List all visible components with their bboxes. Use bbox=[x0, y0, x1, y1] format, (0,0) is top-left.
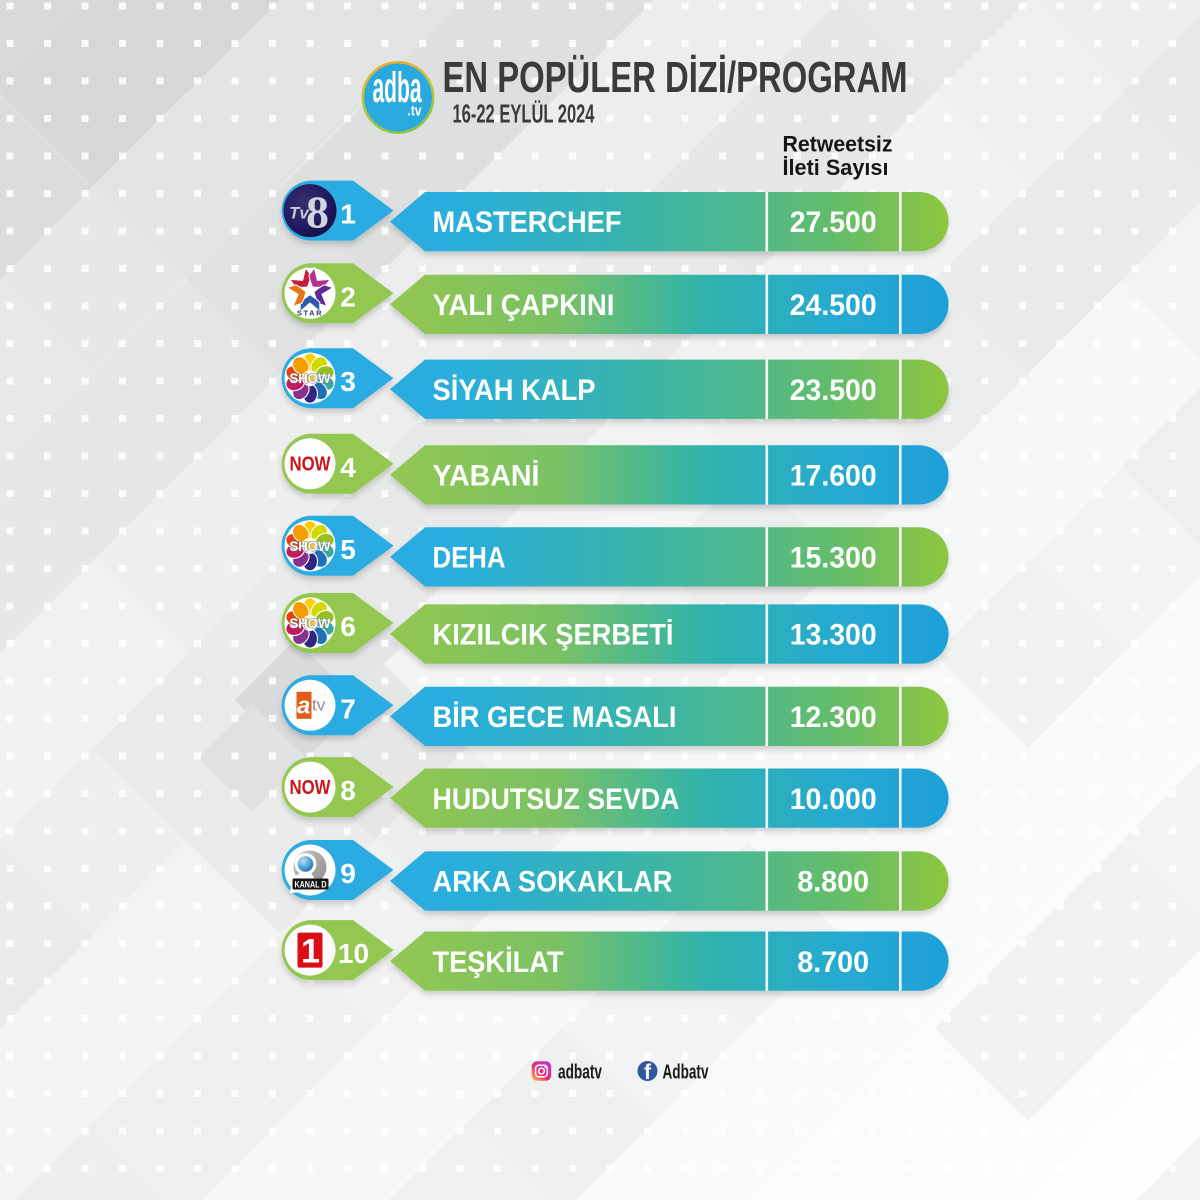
svg-text:1: 1 bbox=[301, 933, 320, 971]
svg-text:1: 1 bbox=[340, 199, 356, 230]
svg-text:4: 4 bbox=[340, 452, 356, 483]
svg-text:HUDUTSUZ SEVDA: HUDUTSUZ SEVDA bbox=[433, 783, 680, 816]
svg-text:17.600: 17.600 bbox=[790, 459, 877, 492]
svg-text:.tv: .tv bbox=[408, 103, 423, 120]
svg-text:9: 9 bbox=[340, 858, 356, 889]
svg-text:8.800: 8.800 bbox=[797, 866, 869, 899]
svg-text:24.500: 24.500 bbox=[790, 289, 877, 322]
svg-text:SHOW: SHOW bbox=[290, 539, 331, 554]
svg-text:Tv: Tv bbox=[289, 204, 310, 223]
svg-text:İleti Sayısı: İleti Sayısı bbox=[783, 155, 889, 180]
svg-text:27.500: 27.500 bbox=[790, 206, 877, 239]
svg-text:SHOW: SHOW bbox=[290, 371, 331, 386]
svg-text:NOW: NOW bbox=[290, 454, 331, 476]
svg-text:3: 3 bbox=[340, 366, 356, 397]
svg-text:12.300: 12.300 bbox=[790, 701, 877, 734]
svg-text:tv: tv bbox=[312, 695, 326, 714]
svg-text:8: 8 bbox=[306, 187, 329, 238]
svg-text:Retweetsiz: Retweetsiz bbox=[783, 132, 893, 157]
svg-text:adba: adba bbox=[373, 64, 423, 112]
svg-text:adbatv: adbatv bbox=[558, 1062, 603, 1084]
svg-text:2: 2 bbox=[340, 281, 356, 312]
svg-text:13.300: 13.300 bbox=[790, 619, 877, 652]
svg-text:YALI ÇAPKINI: YALI ÇAPKINI bbox=[433, 289, 615, 322]
svg-text:SİYAH KALP: SİYAH KALP bbox=[433, 374, 596, 407]
svg-text:TEŞKİLAT: TEŞKİLAT bbox=[433, 946, 564, 979]
svg-text:23.500: 23.500 bbox=[790, 374, 877, 407]
svg-text:16-22 EYLÜL 2024: 16-22 EYLÜL 2024 bbox=[453, 99, 595, 129]
svg-text:DEHA: DEHA bbox=[433, 542, 506, 575]
svg-text:MASTERCHEF: MASTERCHEF bbox=[433, 206, 622, 239]
svg-text:BİR GECE MASALI: BİR GECE MASALI bbox=[433, 701, 677, 734]
svg-text:SHOW: SHOW bbox=[290, 616, 331, 631]
svg-text:EN POPÜLER DİZİ/PROGRAM: EN POPÜLER DİZİ/PROGRAM bbox=[443, 53, 908, 102]
svg-text:7: 7 bbox=[340, 693, 356, 724]
svg-text:f: f bbox=[644, 1061, 652, 1084]
svg-text:5: 5 bbox=[340, 534, 356, 565]
svg-text:STAR: STAR bbox=[297, 308, 323, 317]
svg-text:a: a bbox=[297, 692, 310, 719]
svg-text:15.300: 15.300 bbox=[790, 542, 877, 575]
svg-text:6: 6 bbox=[340, 611, 356, 642]
svg-text:8.700: 8.700 bbox=[797, 946, 869, 979]
svg-text:NOW: NOW bbox=[290, 777, 331, 799]
svg-text:KANAL D: KANAL D bbox=[295, 879, 327, 889]
svg-text:YABANİ: YABANİ bbox=[433, 459, 540, 492]
svg-text:8: 8 bbox=[340, 775, 356, 806]
svg-text:ARKA SOKAKLAR: ARKA SOKAKLAR bbox=[433, 866, 673, 899]
svg-text:10: 10 bbox=[338, 938, 369, 969]
svg-text:KIZILCIK ŞERBETİ: KIZILCIK ŞERBETİ bbox=[433, 619, 674, 652]
svg-text:10.000: 10.000 bbox=[790, 783, 877, 816]
svg-text:Adbatv: Adbatv bbox=[663, 1062, 710, 1084]
